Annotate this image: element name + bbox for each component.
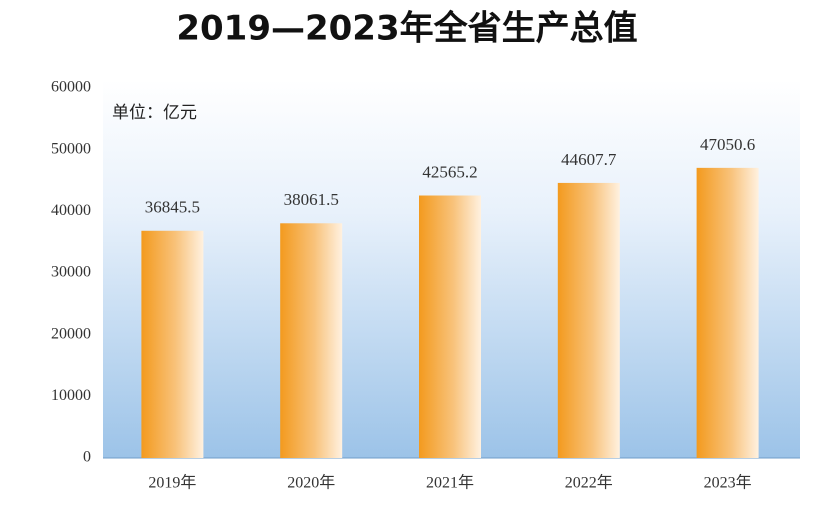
y-tick-label: 50000 [51,140,91,157]
value-label: 44607.7 [561,150,617,169]
x-tick-label: 2022年 [565,474,613,492]
value-label: 36845.5 [145,198,200,217]
y-tick-label: 30000 [51,264,91,281]
unit-label: 单位：亿元 [112,103,197,123]
x-tick-label: 2020年 [287,474,335,492]
bar [141,230,204,458]
x-tick-label: 2019年 [148,474,196,492]
y-tick-label: 40000 [51,202,91,219]
bar [557,182,620,458]
bar [696,167,759,459]
x-tick-label: 2021年 [426,474,474,492]
chart-title: 2019—2023年全省生产总值 [176,9,637,49]
bar [280,223,343,458]
y-tick-label: 10000 [51,387,91,404]
x-tick-label: 2023年 [704,474,752,492]
value-label: 47050.6 [700,135,755,154]
value-label: 42565.2 [422,162,477,181]
y-tick-label: 0 [83,449,91,466]
y-tick-label: 20000 [51,325,91,342]
bar [419,195,481,459]
value-label: 38061.5 [284,190,339,209]
y-tick-label: 60000 [51,79,91,96]
